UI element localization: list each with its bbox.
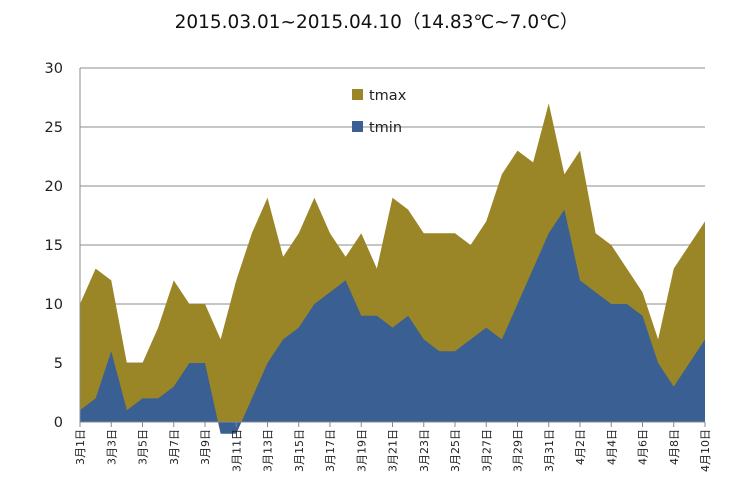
x-tick-label: 4月8日	[668, 429, 681, 465]
legend: tmax tmin	[352, 88, 407, 136]
legend-label-tmin: tmin	[369, 120, 402, 136]
x-tick-label: 3月27日	[480, 429, 493, 472]
x-tick-labels: 3月1日 3月3日 3月5日 3月7日 3月9日 3月11日 3月13日 3月15日 3月17日…	[74, 422, 712, 472]
x-tick-label: 3月21日	[387, 429, 400, 472]
x-tick-label: 3月31日	[543, 429, 556, 472]
x-tick-label: 3月13日	[262, 429, 275, 472]
x-tick-label: 3月1日	[74, 429, 87, 465]
x-tick-label: 4月6日	[637, 429, 650, 465]
x-tick-label: 3月5日	[137, 429, 150, 465]
y-tick-label: 25	[45, 120, 63, 136]
x-tick-label: 3月17日	[324, 429, 337, 472]
x-tick-label: 3月7日	[168, 429, 181, 465]
y-tick-label: 0	[54, 415, 63, 431]
y-tick-label: 20	[45, 179, 63, 195]
x-tick-label: 4月2日	[574, 429, 587, 465]
plot-areas	[80, 103, 705, 434]
legend-label-tmax: tmax	[369, 88, 407, 104]
x-tick-label: 3月15日	[293, 429, 306, 472]
x-tick-label: 3月23日	[418, 429, 431, 472]
chart-title: 2015.03.01~2015.04.10（14.83℃~7.0℃）	[174, 12, 579, 33]
y-tick-label: 30	[45, 61, 63, 77]
x-tick-label: 3月9日	[199, 429, 212, 465]
x-tick-label: 3月11日	[230, 429, 243, 472]
y-tick-label: 15	[45, 238, 63, 254]
x-tick-label: 4月10日	[699, 429, 712, 472]
y-tick-labels: 0 5 10 15 20 25 30	[45, 61, 63, 431]
x-tick-label: 4月4日	[605, 429, 618, 465]
legend-swatch-tmin	[352, 121, 363, 132]
x-tick-label: 3月25日	[449, 429, 462, 472]
x-tick-label: 3月3日	[105, 429, 118, 465]
legend-swatch-tmax	[352, 89, 363, 100]
y-tick-label: 10	[45, 297, 63, 313]
x-tick-label: 3月19日	[355, 429, 368, 472]
y-tick-label: 5	[54, 356, 63, 372]
x-tick-label: 3月29日	[512, 429, 525, 472]
area-series-tmin	[80, 209, 705, 434]
